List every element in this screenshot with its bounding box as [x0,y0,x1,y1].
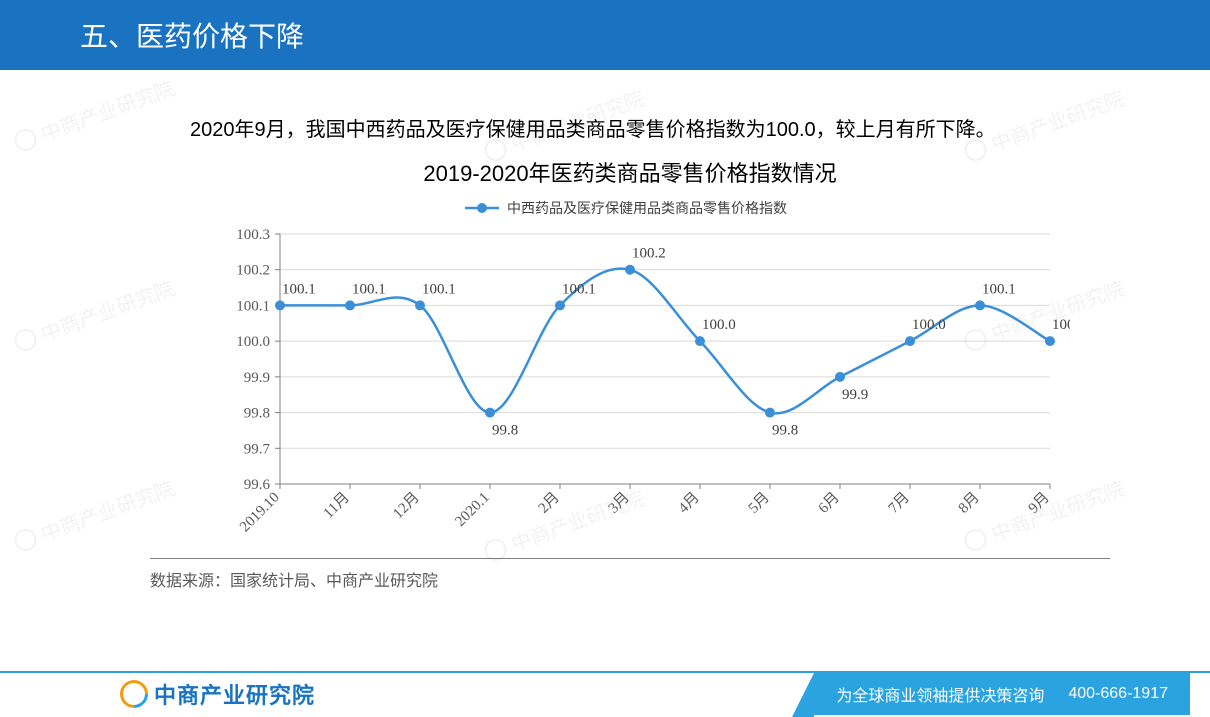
x-tick-label: 2月 [536,490,563,517]
data-label: 100.1 [982,281,1016,297]
footer-logo-text: 中商产业研究院 [154,678,315,710]
footer-right: 为全球商业领袖提供决策咨询 400-666-1917 [814,673,1190,715]
legend-label: 中西药品及医疗保健用品类商品零售价格指数 [507,201,787,217]
svg-text:100.0: 100.0 [236,334,270,350]
data-label: 100.2 [632,246,666,262]
chart-title: 2019-2020年医药类商品零售价格指数情况 [150,156,1110,188]
x-tick-label: 11月 [321,490,353,522]
footer: 中商产业研究院 为全球商业领袖提供决策咨询 400-666-1917 [0,671,1210,715]
logo-icon [114,674,154,714]
line-chart: 99.6 99.7 99.8 99.9 100.0 100.1 100.2 100.3 2019… [190,194,1070,554]
x-tick-label: 12月 [390,490,423,523]
data-label: 99.8 [772,423,798,439]
x-tick-label: 7月 [886,490,913,517]
svg-text:100.3: 100.3 [236,227,270,243]
footer-slogan: 为全球商业领袖提供决策咨询 [836,682,1044,706]
x-tick-label: 3月 [606,490,633,517]
x-tick-label: 2019.10 [237,490,283,536]
data-label: 100.0 [702,317,736,333]
data-label: 100.1 [422,281,456,297]
footer-logo: 中商产业研究院 [120,678,315,710]
data-source-text: 数据来源：国家统计局、中商产业研究院 [150,573,438,590]
x-tick-label: 5月 [746,490,773,517]
data-source: 数据来源：国家统计局、中商产业研究院 [150,558,1110,591]
svg-text:99.9: 99.9 [244,370,270,386]
data-label: 100.0 [912,317,946,333]
section-title: 五、医药价格下降 [80,15,304,55]
svg-text:99.7: 99.7 [244,441,271,457]
data-label: 100.1 [282,281,316,297]
data-label: 100.0 [1052,317,1070,333]
x-tick-label: 4月 [676,490,703,517]
data-label: 99.9 [842,387,868,403]
x-tick-label: 9月 [1026,490,1053,517]
intro-paragraph: 2020年9月，我国中西药品及医疗保健用品类商品零售价格指数为100.0，较上月… [150,110,1110,150]
x-tick-label: 6月 [816,490,843,517]
x-tick-label: 2020.1 [452,490,492,530]
data-label: 100.1 [352,281,386,297]
svg-text:99.8: 99.8 [244,406,270,422]
svg-text:100.2: 100.2 [236,263,270,279]
content-area: 2020年9月，我国中西药品及医疗保健用品类商品零售价格指数为100.0，较上月… [0,70,1210,554]
data-label: 99.8 [492,423,518,439]
svg-text:99.6: 99.6 [244,477,271,493]
svg-text:100.1: 100.1 [236,298,270,314]
chart-svg: 99.6 99.7 99.8 99.9 100.0 100.1 100.2 100.3 2019… [190,194,1070,554]
section-title-bar: 五、医药价格下降 [0,0,1210,70]
data-label: 100.1 [562,281,596,297]
x-tick-label: 8月 [956,490,983,517]
footer-phone: 400-666-1917 [1068,685,1168,703]
